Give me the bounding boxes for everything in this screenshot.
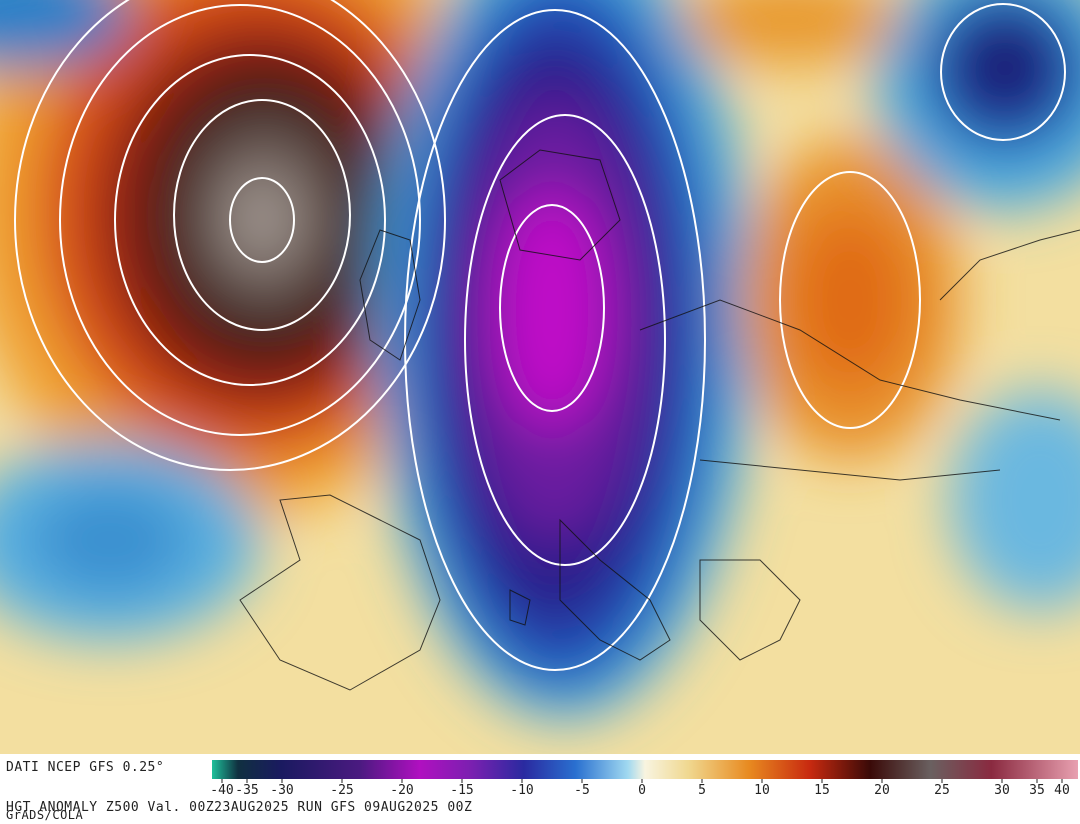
colorbar-tick-label: 15	[814, 783, 830, 798]
colorbar-tick-label: -30	[270, 783, 293, 798]
colorbar-tick-label: 30	[994, 783, 1010, 798]
footer: DATI NCEP GFS 0.25° HGT ANOMALY Z500 Val…	[0, 754, 1080, 824]
colorbar-tick-label: 10	[754, 783, 770, 798]
colorbar-tick-label: 5	[698, 783, 706, 798]
credit-label: GrADS/COLA	[6, 808, 84, 822]
anomaly-map	[0, 0, 1080, 754]
colorbar-tick-label: 20	[874, 783, 890, 798]
colorbar-tick-label: 35	[1029, 783, 1045, 798]
colorbar-tick-label: 0	[638, 783, 646, 798]
colorbar-tick-label: 25	[934, 783, 950, 798]
colorbar-ramp	[212, 760, 1078, 779]
colorbar-tick-label: -25	[330, 783, 353, 798]
colorbar-tick-label: -15	[450, 783, 473, 798]
colorbar: -40 -35 -30 -25 -20 -15 -10 -5 0 5 10 15 20 25 30 35 40	[210, 760, 1078, 798]
source-label: DATI NCEP GFS 0.25°	[6, 760, 165, 775]
colorbar-tick-label: -10	[510, 783, 533, 798]
colorbar-tick-label: -35	[235, 783, 258, 798]
colorbar-tick-label: -20	[390, 783, 413, 798]
product-label: HGT ANOMALY Z500 Val. 00Z23AUG2025 RUN G…	[6, 800, 473, 815]
colorbar-tick-label: 40	[1054, 783, 1070, 798]
colorbar-tick-label: -40	[210, 783, 233, 798]
colorbar-tick-label: -5	[574, 783, 590, 798]
